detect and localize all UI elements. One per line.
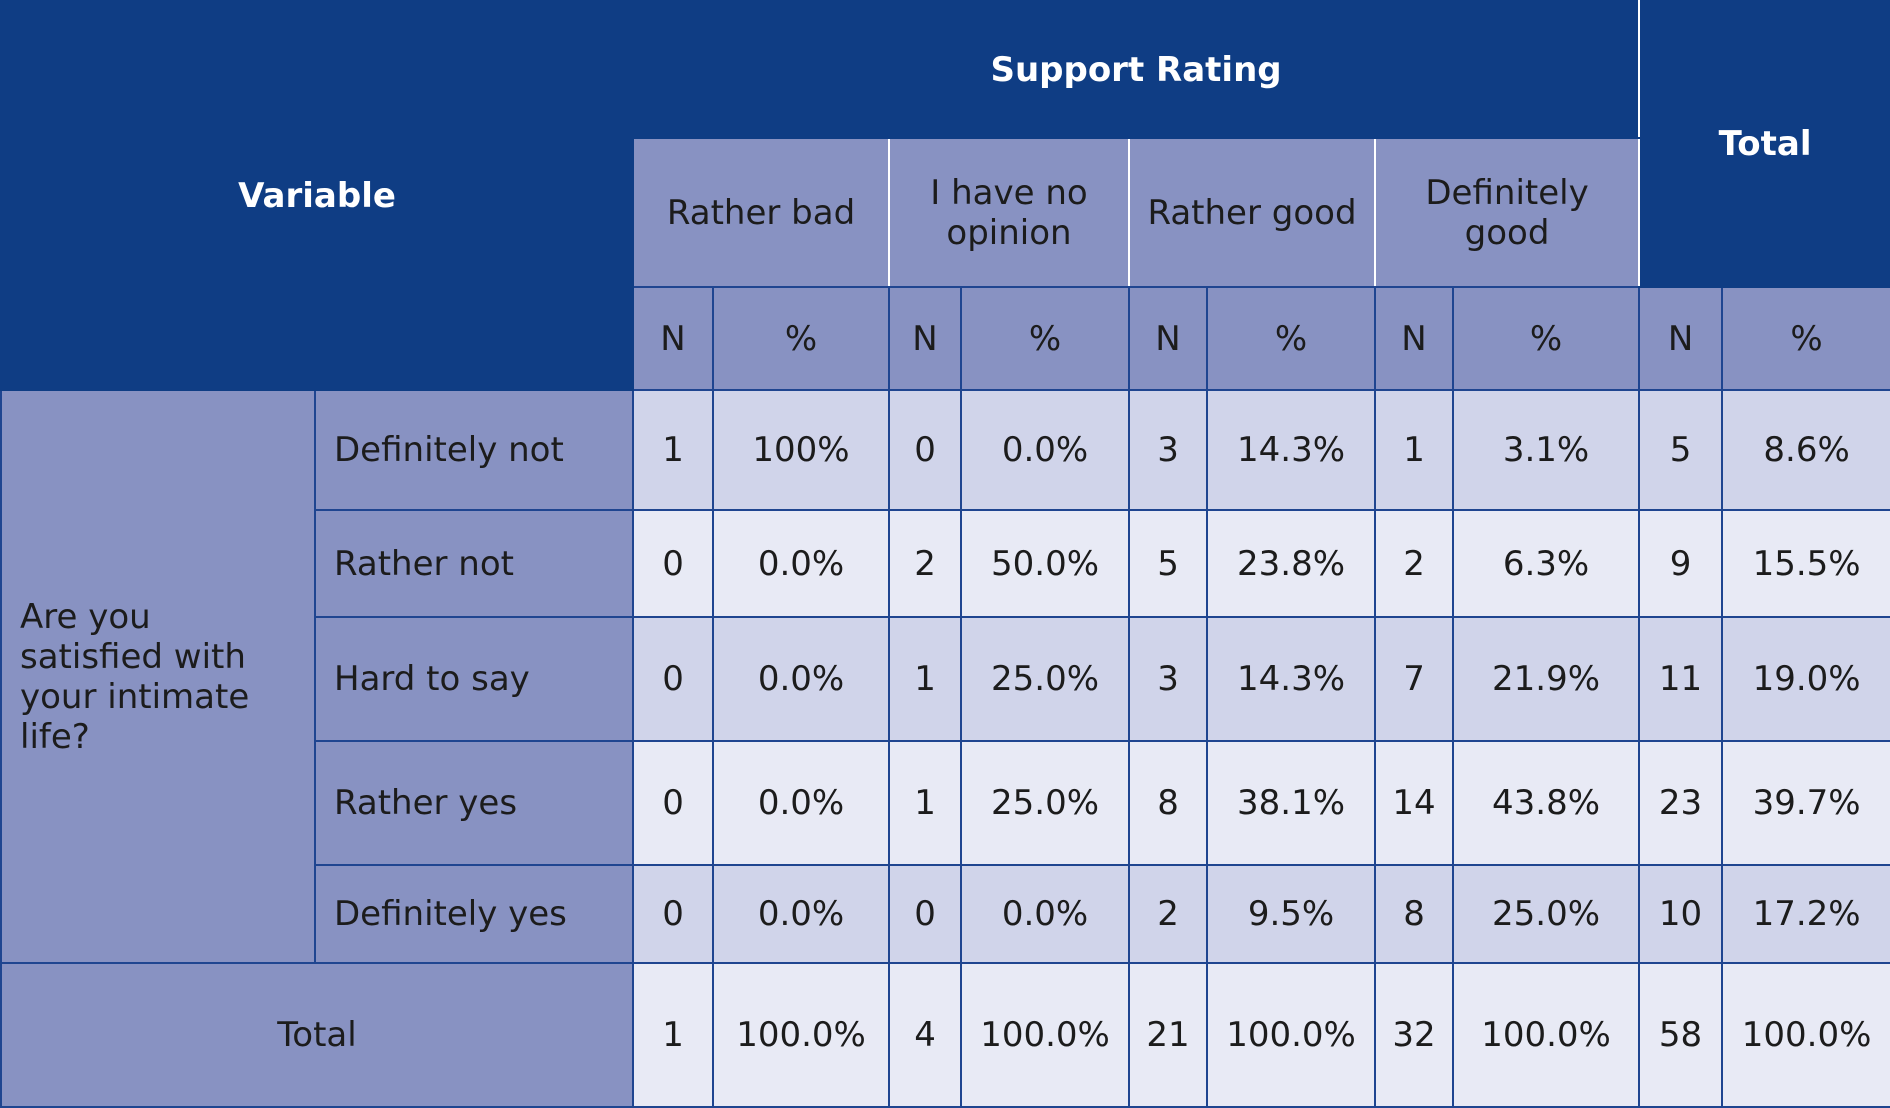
unit-n: N [632, 286, 715, 391]
unit-pct: % [712, 286, 891, 391]
cell: 3 [1128, 616, 1209, 742]
category-no-opinion: I have no opinion [888, 137, 1131, 288]
cell: 1 [632, 962, 715, 1108]
row-label: Hard to say [313, 616, 635, 742]
cell: 100.0% [712, 962, 891, 1108]
cell: 0 [632, 509, 715, 618]
cell: 4 [888, 962, 963, 1108]
cell: 0 [888, 864, 963, 964]
cell: 3 [1128, 389, 1209, 511]
cell: 21.9% [1452, 616, 1641, 742]
cell: 23 [1638, 740, 1724, 866]
cell: 10 [1638, 864, 1724, 964]
cell: 7 [1374, 616, 1455, 742]
table-row: Rather yes 0 0.0% 1 25.0% 8 38.1% 14 43.… [1, 740, 1890, 866]
cell: 9 [1638, 509, 1724, 618]
cell: 100.0% [1206, 962, 1377, 1108]
unit-pct: % [1452, 286, 1641, 391]
cell: 100.0% [1452, 962, 1641, 1108]
cell: 14.3% [1206, 389, 1377, 511]
unit-n: N [1638, 286, 1724, 391]
cell: 25.0% [960, 740, 1131, 866]
cell: 0.0% [960, 389, 1131, 511]
cell: 0.0% [712, 864, 891, 964]
cell: 17.2% [1721, 864, 1890, 964]
category-rather-good: Rather good [1128, 137, 1377, 288]
cell: 100% [712, 389, 891, 511]
cell: 0 [888, 389, 963, 511]
cell: 2 [1374, 509, 1455, 618]
cell: 39.7% [1721, 740, 1890, 866]
total-row-label: Total [0, 962, 635, 1108]
cell: 100.0% [960, 962, 1131, 1108]
table-row: Rather not 0 0.0% 2 50.0% 5 23.8% 2 6.3%… [1, 509, 1890, 618]
total-row: Total 1 100.0% 4 100.0% 21 100.0% 32 100… [0, 962, 1890, 1108]
cell: 0.0% [960, 864, 1131, 964]
cell: 15.5% [1721, 509, 1890, 618]
cell: 5 [1638, 389, 1724, 511]
cell: 25.0% [960, 616, 1131, 742]
cell: 1 [888, 740, 963, 866]
row-label: Rather yes [313, 740, 635, 866]
total-header: Total [1638, 0, 1890, 288]
unit-pct: % [1206, 286, 1377, 391]
cell: 11 [1638, 616, 1724, 742]
cell: 100.0% [1721, 962, 1890, 1108]
unit-n: N [1374, 286, 1455, 391]
cell: 5 [1128, 509, 1209, 618]
row-label: Definitely yes [313, 864, 635, 964]
table-row: Definitely yes 0 0.0% 0 0.0% 2 9.5% 8 25… [1, 864, 1890, 964]
cell: 1 [888, 616, 963, 742]
cell: 14.3% [1206, 616, 1377, 742]
cell: 38.1% [1206, 740, 1377, 866]
unit-n: N [888, 286, 963, 391]
unit-n: N [1128, 286, 1209, 391]
row-label: Definitely not [313, 389, 635, 511]
unit-pct: % [1721, 286, 1890, 391]
cell: 58 [1638, 962, 1724, 1108]
category-rather-bad: Rather bad [632, 137, 891, 288]
question-label: Are you satisfied with your intimate lif… [0, 389, 316, 964]
support-rating-header: Support Rating [632, 0, 1641, 139]
cell: 8.6% [1721, 389, 1890, 511]
cell: 1 [632, 389, 715, 511]
cell: 0.0% [712, 509, 891, 618]
cell: 19.0% [1721, 616, 1890, 742]
cell: 0.0% [712, 616, 891, 742]
cell: 50.0% [960, 509, 1131, 618]
cell: 14 [1374, 740, 1455, 866]
cell: 43.8% [1452, 740, 1641, 866]
cell: 1 [1374, 389, 1455, 511]
cell: 9.5% [1206, 864, 1377, 964]
cell: 23.8% [1206, 509, 1377, 618]
cell: 3.1% [1452, 389, 1641, 511]
table-row: Hard to say 0 0.0% 1 25.0% 3 14.3% 7 21.… [1, 616, 1890, 742]
row-label: Rather not [313, 509, 635, 618]
cell: 0 [632, 616, 715, 742]
cell: 8 [1374, 864, 1455, 964]
cell: 25.0% [1452, 864, 1641, 964]
category-definitely-good: Definitely good [1374, 137, 1641, 288]
cell: 21 [1128, 962, 1209, 1108]
cell: 0.0% [712, 740, 891, 866]
cell: 2 [888, 509, 963, 618]
cell: 0 [632, 864, 715, 964]
unit-pct: % [960, 286, 1131, 391]
cell: 6.3% [1452, 509, 1641, 618]
cell: 8 [1128, 740, 1209, 866]
variable-header: Variable [0, 0, 635, 391]
cell: 0 [632, 740, 715, 866]
table-row: Are you satisfied with your intimate lif… [0, 389, 1890, 964]
cell: 32 [1374, 962, 1455, 1108]
cell: 2 [1128, 864, 1209, 964]
